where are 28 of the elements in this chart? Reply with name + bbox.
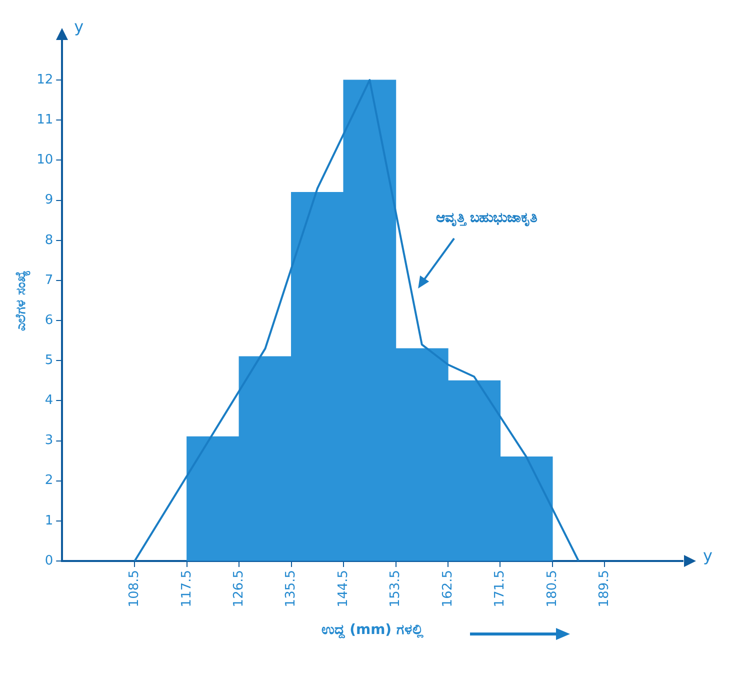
y-axis-title: ಎಲೆಗಳ ಸಂಖ್ಯೆ	[14, 270, 32, 331]
x-tick-label: 108.5	[127, 570, 142, 608]
y-tick-label: 1	[44, 513, 54, 528]
y-tick-label: 7	[44, 272, 54, 288]
y-tick-label: 2	[44, 473, 54, 488]
y-tick-label: 0	[44, 553, 54, 568]
x-tick-label: 162.5	[440, 570, 456, 608]
x-tick-label: 135.5	[284, 570, 299, 608]
y-tick-label: 4	[44, 393, 54, 408]
y-tick-label: 9	[44, 192, 54, 208]
x-tick-label: 144.5	[336, 570, 351, 608]
text: y	[703, 546, 712, 566]
x-axis-title: ಉದ್ದ (mm) ಗಳಲ್ಲಿ	[322, 622, 424, 640]
y-tick-label: 12	[36, 72, 54, 88]
x-tick-label: 171.5	[492, 570, 508, 608]
annotation: ಆವೃತ್ತಿ ಬಹುಭುಜಾಕೃತಿ	[436, 210, 538, 228]
text: y	[74, 17, 84, 36]
y-tick-label: 10	[36, 152, 54, 168]
x-tick-label: 153.5	[388, 570, 404, 608]
y-tick-label: 11	[36, 112, 54, 128]
x-tick-label: 117.5	[179, 570, 194, 608]
y-tick-label: 8	[44, 232, 54, 248]
y-tick-label: 5	[44, 352, 54, 368]
x-tick-label: 189.5	[597, 570, 612, 608]
x-tick-label: 126.5	[231, 570, 246, 608]
y-tick-label: 3	[44, 433, 54, 448]
y-tick-label: 6	[44, 312, 54, 328]
x-tick-label: 180.5	[544, 570, 560, 608]
